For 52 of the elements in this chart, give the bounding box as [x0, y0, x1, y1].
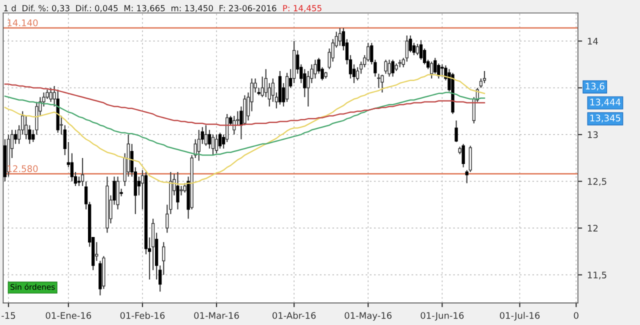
- y-tick-label: 13: [588, 131, 598, 138]
- candlestick: [218, 132, 222, 150]
- candlestick: [80, 157, 84, 187]
- line-series: [4, 92, 486, 156]
- candlestick: [176, 171, 180, 210]
- candlestick: [204, 124, 208, 146]
- candlestick: [482, 70, 486, 84]
- candlestick: [49, 87, 52, 102]
- x-tick-label: 01-Jul-16: [500, 312, 540, 321]
- candlestick: [377, 73, 380, 88]
- candlestick: [211, 134, 215, 156]
- candlestick: [384, 59, 388, 74]
- candlestick: [116, 176, 120, 210]
- chart-title: 1 d Dif. %: 0,33 Dif.: 0,045 M: 13,665 m: 13,450 F: 23-06-2016: [4, 4, 276, 12]
- ref-line-label: 14.140: [8, 19, 38, 26]
- candlestick: [454, 120, 458, 143]
- x-tick-label: 01-Abr-16: [272, 312, 316, 319]
- text: 13,345: [590, 114, 620, 122]
- candlestick: [434, 57, 437, 74]
- candlestick: [462, 143, 465, 168]
- candlestick: [24, 115, 28, 140]
- candlestick: [314, 59, 317, 80]
- x-tick-label: 01-Feb-16: [120, 312, 165, 319]
- candlestick: [140, 170, 144, 210]
- x-tick-label: 0: [574, 312, 578, 319]
- y-tick-label: 14: [588, 38, 598, 44]
- candlestick: [285, 72, 289, 102]
- y-tick-label: 12: [588, 224, 598, 232]
- text: 13,6: [586, 82, 604, 90]
- candlestick: [180, 185, 183, 196]
- x-tick-label: 01-May-16: [344, 312, 392, 321]
- text: 13,444: [590, 98, 620, 106]
- candlestick: [214, 134, 218, 154]
- candlestick: [162, 242, 166, 276]
- candlestick: [416, 43, 420, 56]
- candlestick: [440, 64, 444, 78]
- candlestick: [388, 59, 391, 78]
- x-tick-label: -15: [2, 312, 16, 319]
- chart-subtitle: P: 14,455: [283, 5, 322, 12]
- candlestick: [380, 74, 384, 94]
- candlestick: [95, 242, 98, 262]
- y-tick-label: 11,5: [588, 272, 606, 280]
- candlestick: [183, 182, 186, 194]
- candlestick: [419, 40, 423, 60]
- candlestick: [430, 61, 434, 80]
- candlestick: [391, 59, 394, 78]
- x-tick-label: 01-Ene-16: [46, 312, 92, 319]
- candlestick: [338, 27, 342, 46]
- y-tick-label: 12,5: [588, 178, 606, 186]
- x-tick-label: 01-Jun-16: [420, 312, 464, 321]
- candlestick: [197, 129, 200, 162]
- x-tick-label: 01-Mar-16: [194, 312, 239, 319]
